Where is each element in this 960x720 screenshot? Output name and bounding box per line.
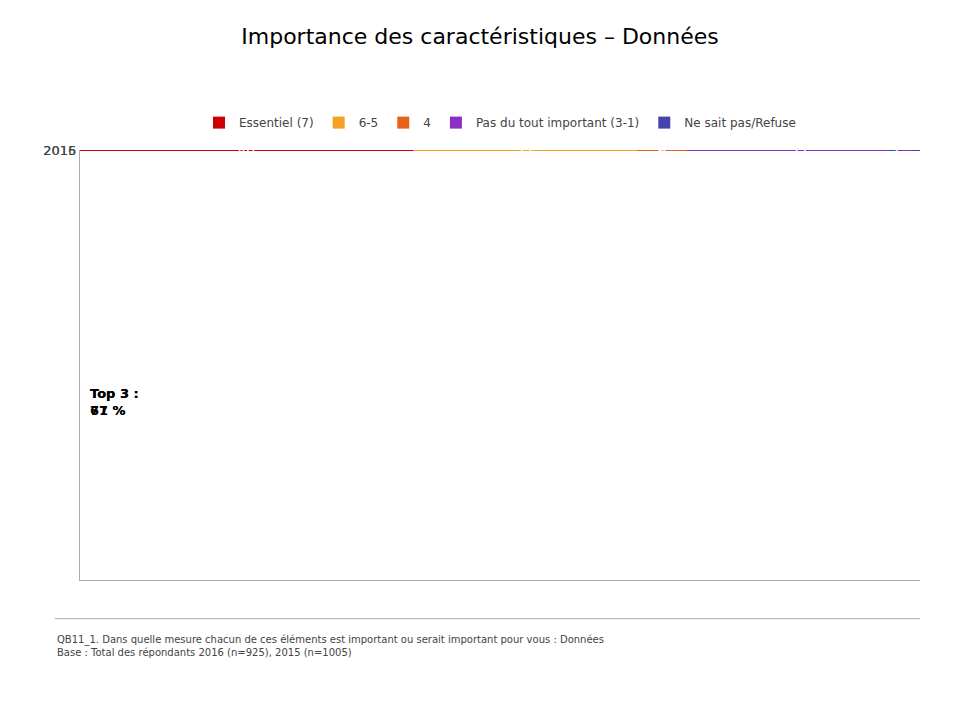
svg-text:QB11_1. Dans quelle mesure cha: QB11_1. Dans quelle mesure chacun de ces… bbox=[57, 634, 604, 658]
svg-text:40: 40 bbox=[237, 143, 255, 159]
svg-text:Ne sait pas/Refuse: Ne sait pas/Refuse bbox=[684, 116, 796, 130]
svg-text:45: 45 bbox=[258, 143, 276, 159]
svg-text:27: 27 bbox=[790, 143, 808, 159]
svg-text:4: 4 bbox=[423, 116, 431, 130]
svg-text:6: 6 bbox=[658, 143, 667, 159]
svg-text:21: 21 bbox=[790, 143, 808, 159]
svg-text:26: 26 bbox=[553, 143, 571, 159]
svg-text:2016: 2016 bbox=[43, 143, 76, 158]
svg-text:2015: 2015 bbox=[43, 143, 76, 158]
svg-text:Top 3 :67 %: Top 3 :67 % bbox=[90, 386, 139, 418]
svg-text:Top 3 :71 %: Top 3 :71 % bbox=[90, 386, 139, 418]
svg-text:27: 27 bbox=[516, 143, 534, 159]
svg-text:Importance des caractéristique: Importance des caractéristiques – Donnée… bbox=[241, 24, 718, 49]
svg-text:6-5: 6-5 bbox=[359, 116, 379, 130]
svg-text:2: 2 bbox=[891, 143, 900, 159]
svg-text:Pas du tout important (3-1): Pas du tout important (3-1) bbox=[476, 116, 639, 130]
svg-text:5: 5 bbox=[687, 143, 696, 159]
svg-text:Essentiel (7): Essentiel (7) bbox=[239, 116, 314, 130]
